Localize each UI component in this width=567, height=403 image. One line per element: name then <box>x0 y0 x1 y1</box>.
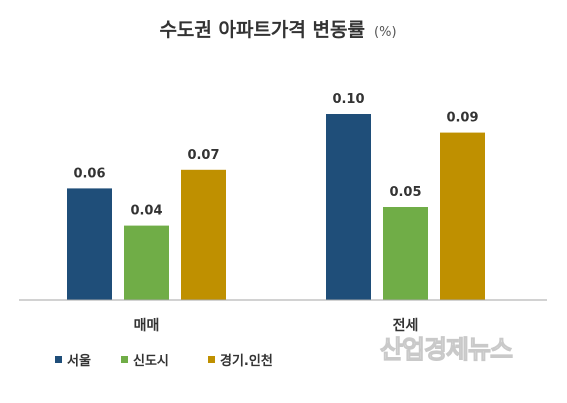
category-label: 전세 <box>393 317 419 334</box>
legend-label: 서울 <box>67 353 91 369</box>
value-label: 0.09 <box>446 111 478 126</box>
bar-서울-전세 <box>326 114 371 300</box>
legend-swatch <box>208 356 215 363</box>
chart-title: 수도권 아파트가격 변동률 (%) <box>159 19 396 41</box>
legend-label: 신도시 <box>133 354 169 369</box>
value-label: 0.04 <box>130 204 162 219</box>
bar-신도시-전세 <box>383 207 428 300</box>
category-label: 매매 <box>134 318 160 334</box>
legend: 서울 신도시 경기.인천 <box>55 353 273 369</box>
legend-label: 경기.인천 <box>220 353 273 369</box>
value-label: 0.07 <box>187 148 219 163</box>
value-label: 0.05 <box>389 185 421 200</box>
bar-서울-매매 <box>67 188 112 300</box>
bar-신도시-매매 <box>124 225 169 300</box>
bar-경기.인천-매매 <box>181 169 226 300</box>
bar-경기.인천-전세 <box>440 132 485 300</box>
chart-title-text: 수도권 아파트가격 변동률 <box>159 19 365 41</box>
category-labels: 매매 전세 <box>134 317 419 334</box>
chart-title-unit: (%) <box>374 25 397 40</box>
watermark-text: 산업경제뉴스 <box>380 335 513 364</box>
legend-swatch <box>121 356 128 363</box>
value-label: 0.06 <box>73 166 105 181</box>
bars-layer: 0.06 0.04 0.07 0.10 0.05 0.09 <box>67 92 485 300</box>
value-label: 0.10 <box>332 92 364 107</box>
legend-swatch <box>55 356 62 363</box>
